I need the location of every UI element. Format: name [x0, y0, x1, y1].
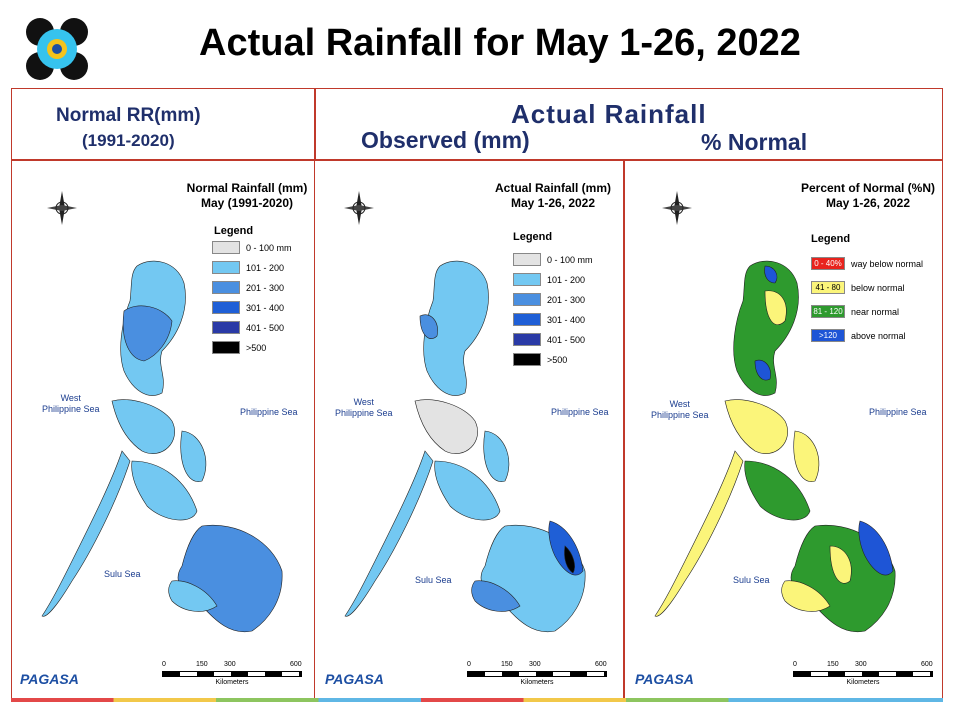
scale-bar: 0 150 300 600 Kilometers — [793, 661, 933, 686]
legend-swatch — [212, 341, 240, 354]
legend-item-3: 81 - 120 near normal — [811, 305, 899, 318]
legend-item-2: 101 - 200 — [513, 273, 585, 286]
legend-label: 201 - 300 — [246, 282, 285, 293]
panel-title-line1: Normal Rainfall (mm) — [186, 181, 308, 195]
legend-swatch — [513, 313, 541, 326]
legend-swatch — [212, 241, 240, 254]
sulu-sea-label: Sulu Sea — [104, 569, 141, 579]
legend-item-4: >120 above normal — [811, 329, 906, 342]
legend-item-1: 0 - 100 mm — [212, 241, 292, 254]
legend-swatch — [212, 281, 240, 294]
legend-label: 301 - 400 — [547, 314, 586, 325]
legend-label: way below normal — [851, 258, 924, 269]
legend-label: below normal — [851, 282, 905, 293]
legend-swatch: 41 - 80 — [811, 281, 845, 294]
west-philippine-sea-label: West Philippine Sea — [42, 393, 100, 414]
legend-item-2: 41 - 80 below normal — [811, 281, 905, 294]
legend-item-1: 0 - 40% way below normal — [811, 257, 923, 270]
legend-label: 401 - 500 — [246, 322, 285, 333]
pagasa-logo — [22, 14, 92, 84]
pagasa-logo-text: PAGASA — [635, 671, 694, 687]
legend-label: 201 - 300 — [547, 294, 586, 305]
panel-title-normal: Normal Rainfall (mm) May (1991-2020) — [177, 181, 317, 211]
legend-swatch — [513, 273, 541, 286]
legend-label: >500 — [547, 354, 568, 365]
percent-normal-map — [654, 260, 896, 633]
philippine-sea-label: Philippine Sea — [551, 407, 609, 417]
legend-item-3: 201 - 300 — [212, 281, 284, 294]
panel-title-observed: Actual Rainfall (mm) May 1-26, 2022 — [483, 181, 623, 211]
west-philippine-sea-label: West Philippine Sea — [335, 397, 393, 418]
observed-rainfall-map — [344, 260, 586, 633]
sulu-sea-label: Sulu Sea — [415, 575, 452, 585]
legend-title: Legend — [811, 233, 851, 245]
legend-title: Legend — [513, 231, 553, 243]
actual-header: Actual Rainfall — [511, 99, 707, 129]
map-panel-normal: Normal Rainfall (mm) May (1991-2020) Leg… — [11, 160, 316, 700]
legend-swatch: >120 — [811, 329, 845, 342]
compass-rose-icon — [657, 183, 697, 233]
header-normal-box: Normal RR(mm) (1991-2020) — [11, 88, 316, 160]
legend-item-6: >500 — [212, 341, 266, 354]
legend-label: 0 - 100 mm — [547, 254, 593, 265]
normal-rainfall-map — [41, 260, 283, 633]
panel-title-percent: Percent of Normal (%N) May 1-26, 2022 — [793, 181, 943, 211]
map-panel-percent-normal: Percent of Normal (%N) May 1-26, 2022 Le… — [624, 160, 943, 700]
legend-item-1: 0 - 100 mm — [513, 253, 593, 266]
legend-label: near normal — [851, 306, 900, 317]
normal-header-line1: Normal RR(mm) — [56, 105, 201, 126]
panel-title-line1: Actual Rainfall (mm) — [494, 181, 611, 195]
legend-swatch — [212, 261, 240, 274]
legend-swatch — [212, 321, 240, 334]
scale-bar: 0 150 300 600 Kilometers — [467, 661, 607, 686]
legend-item-6: >500 — [513, 353, 567, 366]
observed-header: Observed (mm) — [361, 127, 530, 153]
philippine-sea-label: Philippine Sea — [869, 407, 927, 417]
header-actual-box: Actual Rainfall Observed (mm) % Normal — [314, 88, 943, 160]
legend-label: 101 - 200 — [246, 262, 285, 273]
legend-swatch: 81 - 120 — [811, 305, 845, 318]
legend-item-5: 401 - 500 — [513, 333, 585, 346]
legend-swatch: 0 - 40% — [811, 257, 845, 270]
panel-title-line1: Percent of Normal (%N) — [800, 181, 936, 195]
footer-color-bar — [11, 698, 943, 702]
legend-swatch — [513, 253, 541, 266]
page-title: Actual Rainfall for May 1-26, 2022 — [199, 22, 801, 64]
legend-item-4: 301 - 400 — [513, 313, 585, 326]
legend-label: >500 — [246, 342, 267, 353]
normal-header-line2: (1991-2020) — [82, 131, 175, 150]
legend-title: Legend — [214, 225, 254, 237]
pagasa-logo-text: PAGASA — [325, 671, 384, 687]
west-philippine-sea-label: West Philippine Sea — [651, 399, 709, 420]
legend-label: 101 - 200 — [547, 274, 586, 285]
sulu-sea-label: Sulu Sea — [733, 575, 770, 585]
philippine-sea-label: Philippine Sea — [240, 407, 298, 417]
compass-rose-icon — [42, 183, 82, 233]
legend-label: 401 - 500 — [547, 334, 586, 345]
panel-title-line2: May 1-26, 2022 — [510, 196, 596, 210]
legend-swatch — [513, 353, 541, 366]
pagasa-logo-text: PAGASA — [20, 671, 79, 687]
panel-title-line2: May (1991-2020) — [200, 196, 294, 210]
panel-title-line2: May 1-26, 2022 — [825, 196, 911, 210]
compass-rose-icon — [339, 183, 379, 233]
legend-swatch — [212, 301, 240, 314]
legend-item-2: 101 - 200 — [212, 261, 284, 274]
legend-item-5: 401 - 500 — [212, 321, 284, 334]
legend-item-4: 301 - 400 — [212, 301, 284, 314]
map-panel-observed: Actual Rainfall (mm) May 1-26, 2022 Lege… — [314, 160, 624, 700]
legend-swatch — [513, 333, 541, 346]
percent-header: % Normal — [701, 129, 808, 155]
legend-swatch — [513, 293, 541, 306]
legend-label: above normal — [851, 330, 906, 341]
legend-label: 0 - 100 mm — [246, 242, 292, 253]
scale-bar: 0 150 300 600 Kilometers — [162, 661, 302, 686]
legend-item-3: 201 - 300 — [513, 293, 585, 306]
legend-label: 301 - 400 — [246, 302, 285, 313]
